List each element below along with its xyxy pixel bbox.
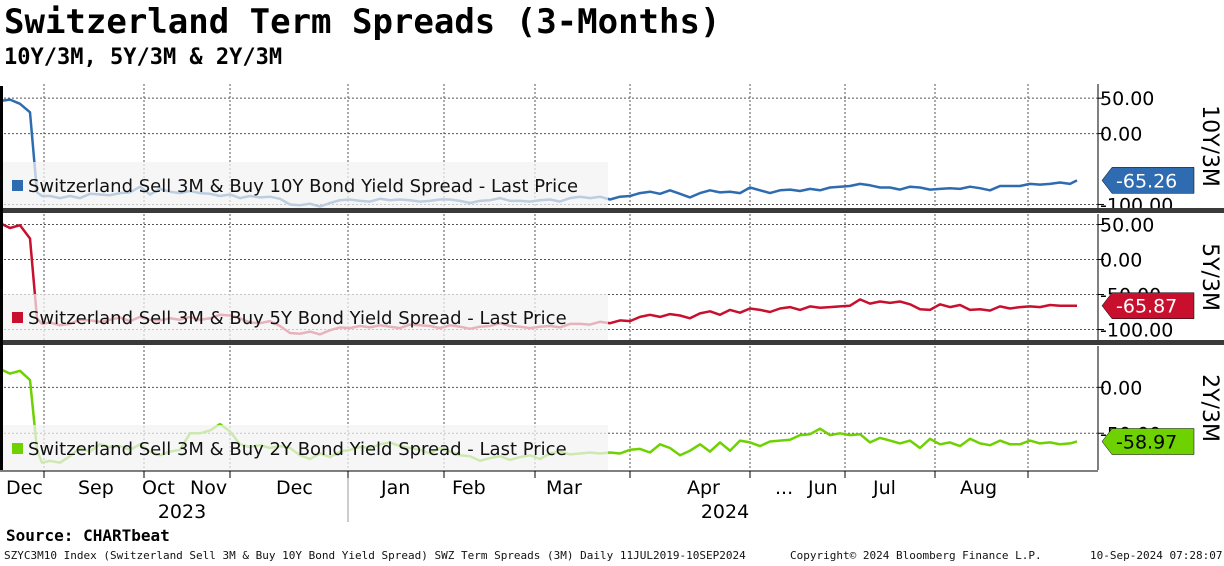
x-month-label: Mar (546, 477, 582, 499)
x-month-label: Jun (807, 477, 838, 499)
legend-swatch (12, 180, 23, 191)
legend-label: Switzerland Sell 3M & Buy 10Y Bond Yield… (28, 176, 578, 197)
y-tick-label: 0.00 (1100, 250, 1142, 272)
x-month-label: Dec (276, 477, 313, 499)
legend-swatch (12, 312, 23, 323)
legend-swatch (12, 443, 23, 454)
legend-label: Switzerland Sell 3M & Buy 5Y Bond Yield … (28, 308, 567, 329)
chart-subtitle: 10Y/3M, 5Y/3M & 2Y/3M (4, 45, 283, 70)
legend-box (2, 425, 608, 471)
y-tick-label: 0.00 (1100, 124, 1142, 146)
chart-title: Switzerland Term Spreads (3-Months) (4, 2, 721, 42)
y-tick-label: 50.00 (1100, 88, 1154, 110)
x-month-label: Nov (190, 477, 227, 499)
legend-label: Switzerland Sell 3M & Buy 2Y Bond Yield … (28, 439, 567, 460)
x-month-label: Jan (380, 477, 410, 499)
legend-box (2, 294, 608, 340)
x-month-label: Dec (6, 477, 43, 499)
footer-ticker-info: SZYC3M10 Index (Switzerland Sell 3M & Bu… (4, 549, 746, 562)
last-price-label: -65.87 (1116, 296, 1177, 318)
x-month-label: Oct (142, 477, 175, 499)
last-price-label: -65.26 (1116, 170, 1177, 192)
x-month-label: Jul (872, 477, 896, 499)
y-tick-label: -100.00 (1100, 194, 1173, 216)
x-year-label: 2023 (158, 501, 206, 523)
source-note: Source: CHARTbeat (6, 526, 170, 545)
y-tick-label: -100.00 (1100, 320, 1173, 342)
footer-copyright: Copyright© 2024 Bloomberg Finance L.P. (790, 549, 1042, 562)
last-price-tag (1101, 167, 1195, 194)
panel-label: 2Y/3M (1197, 374, 1222, 442)
y-tick-label: 50.00 (1100, 215, 1154, 237)
x-month-label: Aug (960, 477, 997, 499)
x-month-label: Feb (452, 477, 486, 499)
x-year-label: 2024 (701, 501, 749, 523)
panel-separator (0, 340, 1224, 345)
x-month-label: Sep (78, 477, 114, 499)
y-tick-label: 0.00 (1100, 377, 1142, 399)
legend-box (2, 162, 608, 208)
x-month-label: ... (775, 477, 793, 499)
x-month-label: Apr (687, 477, 720, 499)
left-border (0, 86, 3, 470)
last-price-tag (1101, 428, 1195, 455)
last-price-tag (1101, 292, 1195, 319)
panel-label: 5Y/3M (1197, 243, 1222, 311)
last-price-label: -58.97 (1116, 432, 1177, 454)
panel-separator (0, 208, 1224, 213)
panel-label: 10Y/3M (1197, 105, 1222, 187)
footer-timestamp: 10-Sep-2024 07:28:07 (1090, 549, 1223, 562)
